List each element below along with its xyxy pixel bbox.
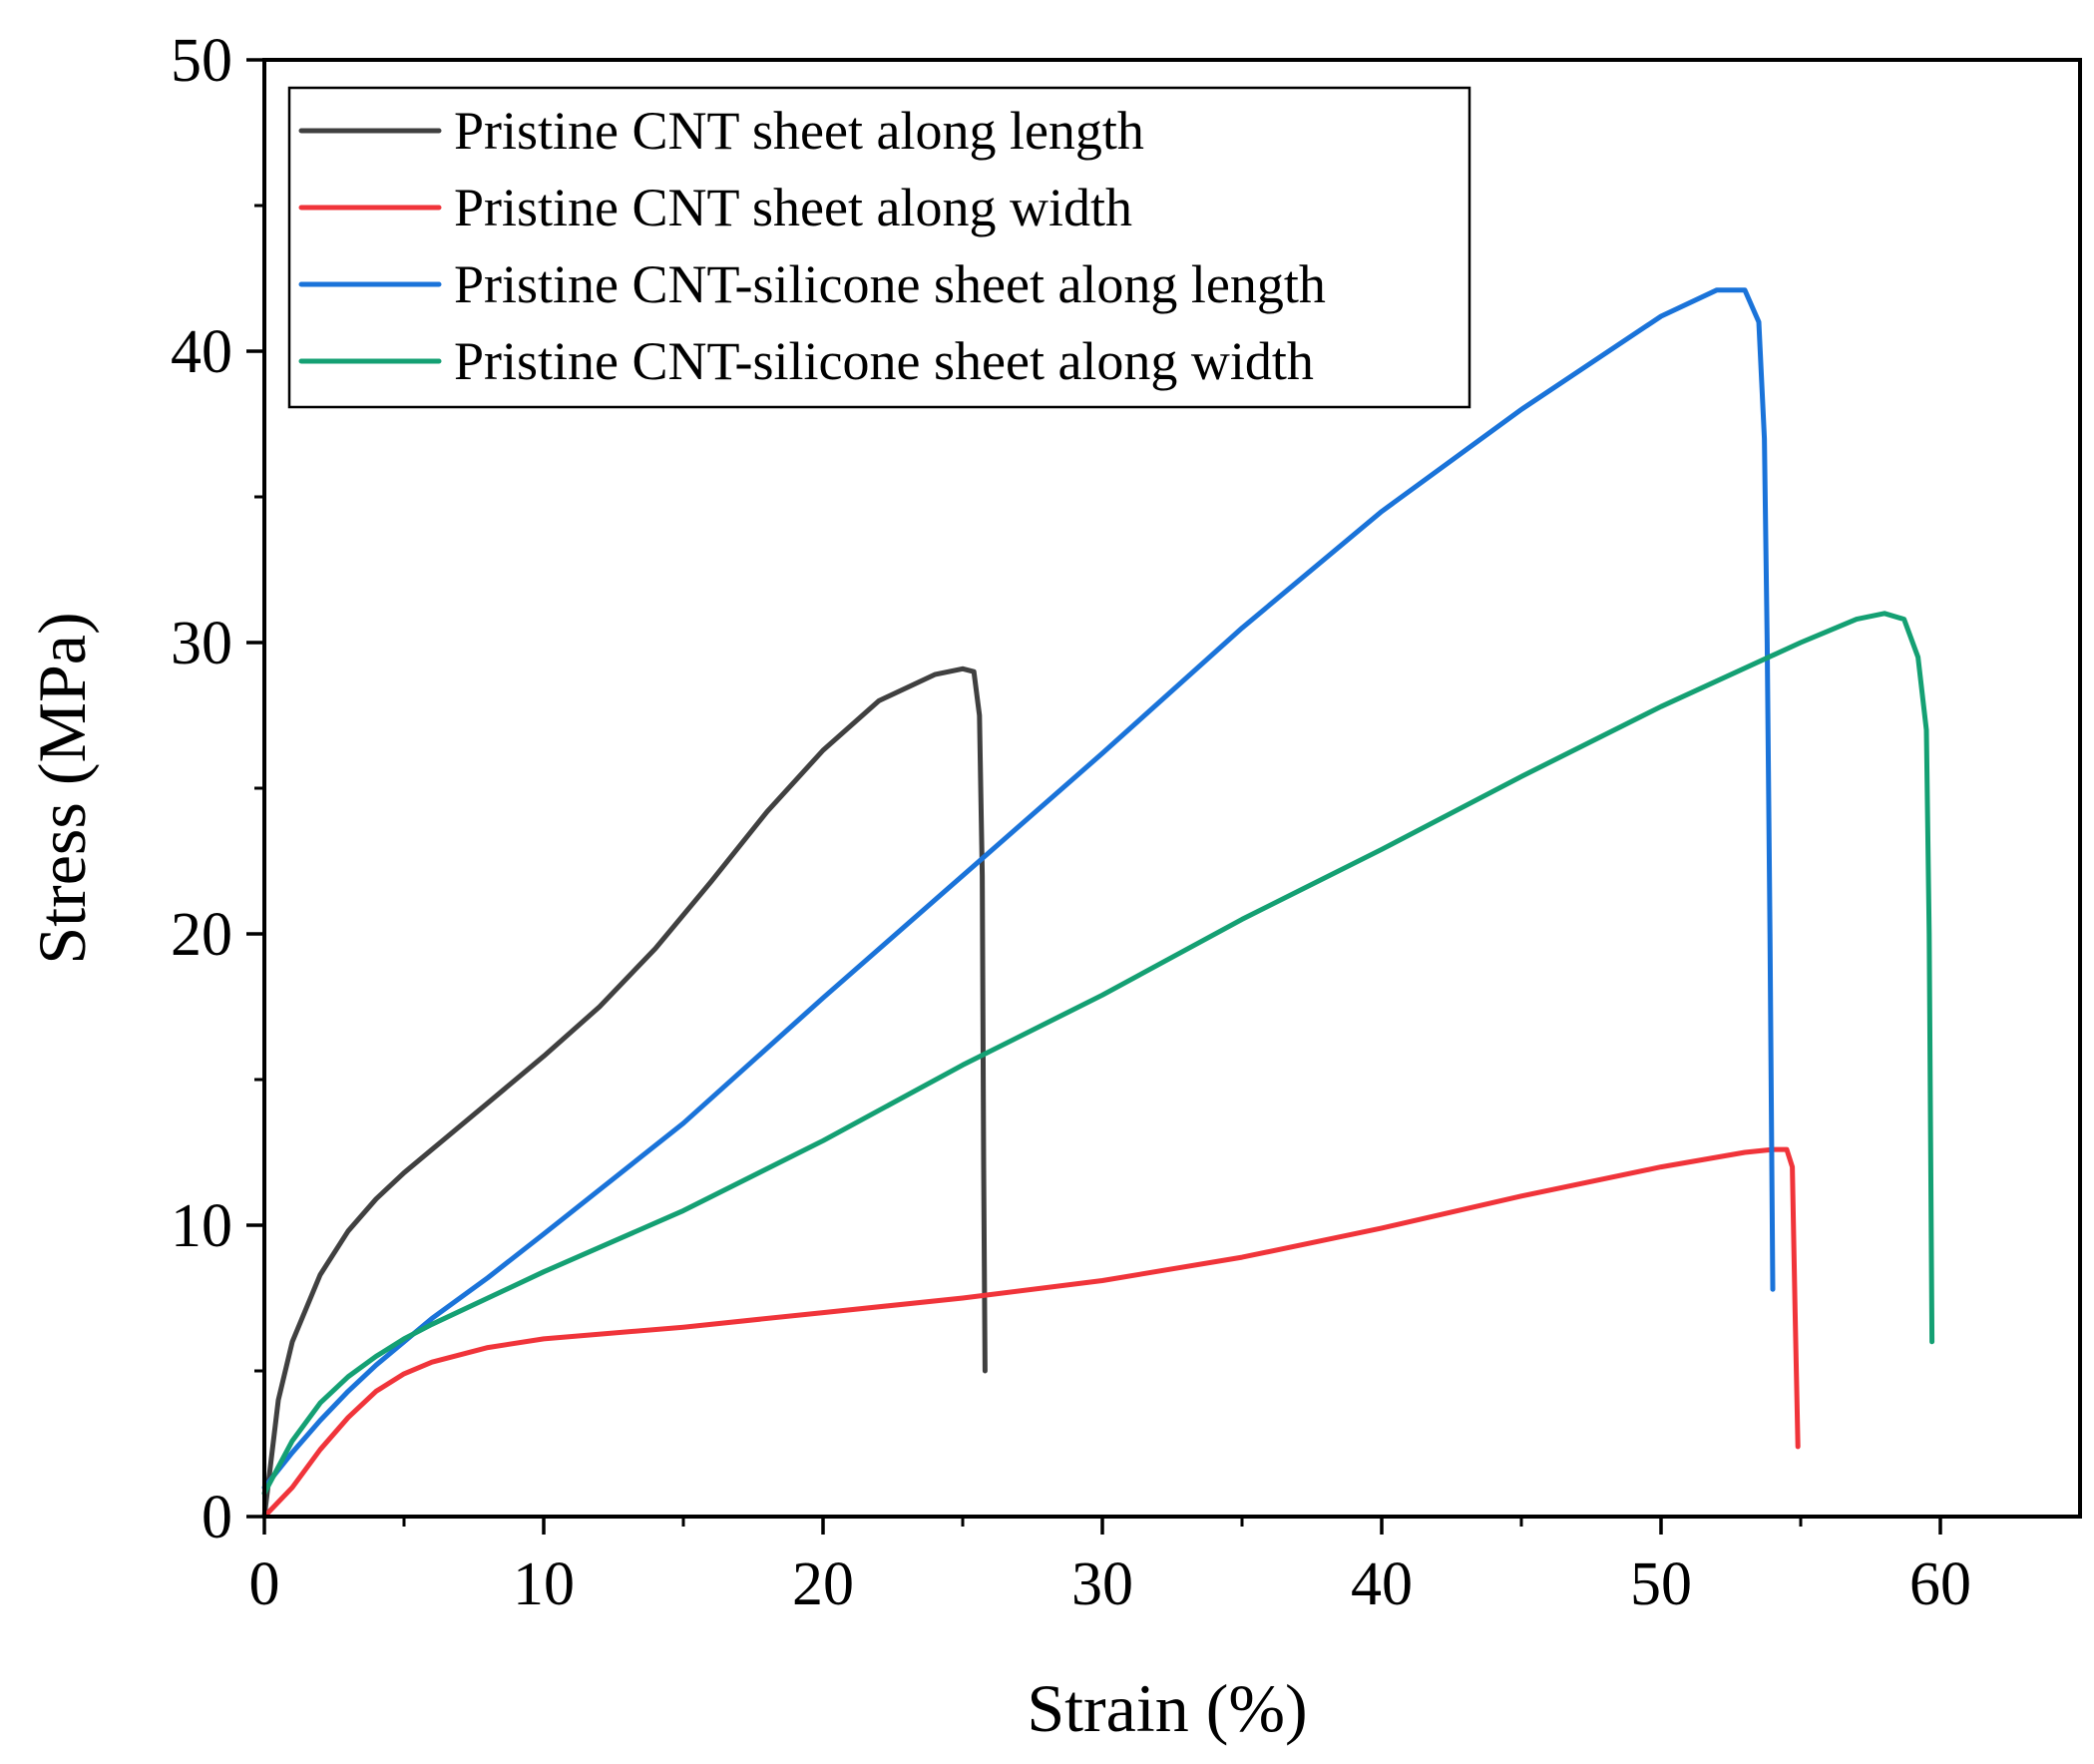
x-axis-title: Strain (%) (1027, 1670, 1307, 1746)
legend-label-2: Pristine CNT sheet along width (454, 178, 1132, 237)
series-line-2 (261, 1146, 1801, 1520)
legend-items: Pristine CNT sheet along length Pristine … (298, 101, 1326, 391)
y-tick-label: 20 (171, 901, 232, 969)
y-tick-label: 10 (171, 1192, 232, 1260)
x-tick-label: 10 (513, 1550, 575, 1618)
x-tick-label: 0 (249, 1550, 280, 1618)
legend-label-3: Pristine CNT-silicone sheet along length (454, 254, 1326, 314)
y-tick-label: 0 (202, 1484, 232, 1551)
y-tick-label: 50 (171, 27, 232, 95)
x-tick-label: 30 (1071, 1550, 1133, 1618)
series-line-3 (261, 287, 1776, 1491)
legend: Pristine CNT sheet along length Pristine … (287, 86, 1471, 409)
y-tick-label: 30 (171, 610, 232, 677)
y-axis-title: Stress (MPa) (24, 612, 100, 964)
legend-label-1: Pristine CNT sheet along length (454, 101, 1144, 161)
y-tick-label: 40 (171, 318, 232, 386)
legend-label-4: Pristine CNT-silicone sheet along width (454, 331, 1314, 391)
tick-layer (246, 58, 1942, 1535)
legend-box (287, 86, 1471, 409)
label-layer: 0 10 20 30 40 50 60 0 10 20 30 40 50 (171, 27, 1971, 1618)
x-tick-label: 40 (1351, 1550, 1413, 1618)
series-layer (261, 287, 1935, 1520)
x-tick-label: 20 (792, 1550, 854, 1618)
series-line-4 (261, 611, 1935, 1497)
x-tick-label: 50 (1630, 1550, 1692, 1618)
series-line-1 (261, 665, 988, 1520)
x-tick-label: 60 (1909, 1550, 1971, 1618)
